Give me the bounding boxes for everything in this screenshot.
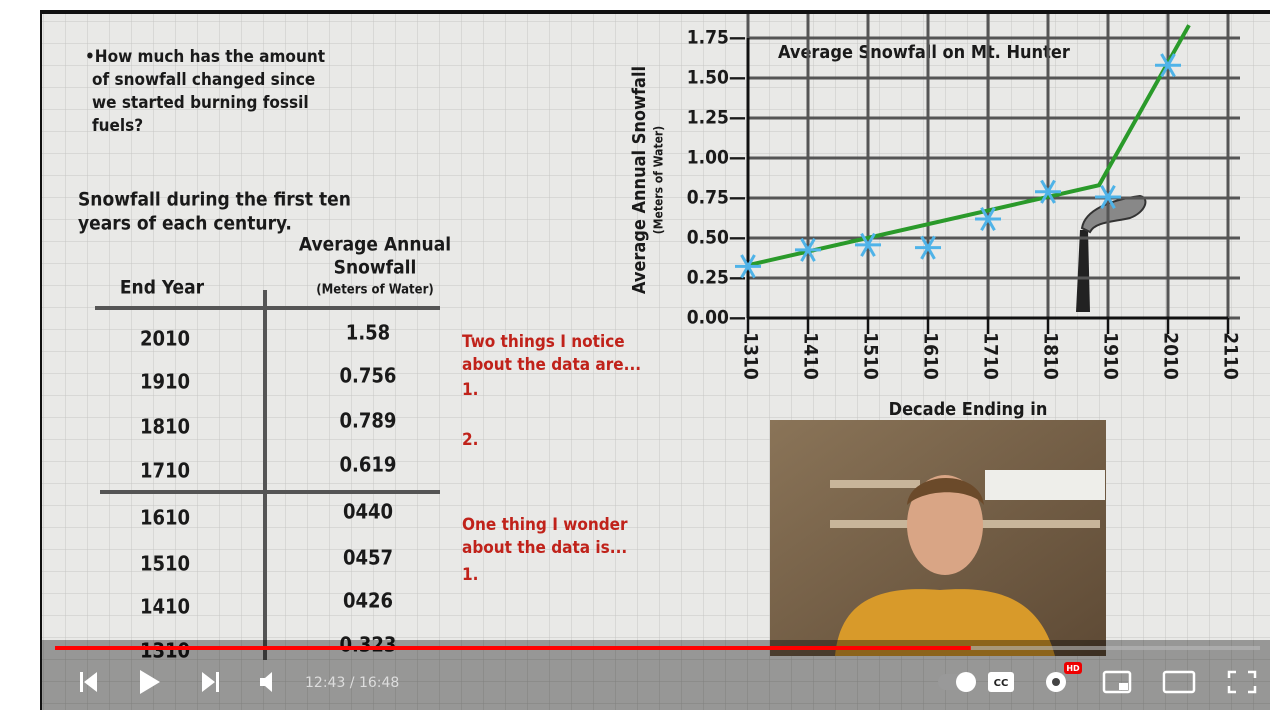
note-line: •How much has the amount [85,47,325,67]
table-cell: 1910 [140,370,190,394]
table-cell: 0.756 [340,364,397,388]
x-tick-label: 1410 [800,332,822,380]
y-axis-label: Average Annual Snowfall [629,66,650,294]
y-tick-label: 1.50— [687,67,746,89]
table-cell: 1510 [140,552,190,576]
player-controls: 12:43 / 16:48 CC HD [42,640,1270,710]
y-tick-label: 0.00— [687,307,746,329]
prompt-line: 1. [462,380,478,400]
y-tick-label: 0.75— [687,187,746,209]
shelf [830,480,920,488]
video-player: •How much has the amount of snowfall cha… [0,0,1270,710]
page: •How much has the amount of snowfall cha… [0,0,1270,710]
prompt-line: 1. [462,565,478,585]
x-tick-label: 1310 [740,332,762,380]
x-axis-label: Decade Ending in [889,399,1048,420]
table-cell: 2010 [140,327,190,351]
y-tick-label: 0.25— [687,267,746,289]
table-cell: 0457 [343,546,393,570]
y-tick-label: 1.75— [687,27,746,49]
table-cell: 1.58 [346,321,390,345]
window-light [985,470,1105,500]
progress-bar[interactable] [55,646,971,650]
table-cell: 1610 [140,506,190,530]
autoplay-knob [956,672,976,692]
caption-line: Snowfall during the first ten [78,189,351,211]
x-tick-label: 2110 [1220,332,1242,380]
table-cell: 0426 [343,589,393,613]
controls-shade [42,640,1270,710]
prompt-line: about the data is... [462,538,627,558]
y-tick-label: 0.50— [687,227,746,249]
x-tick-label: 1710 [980,332,1002,380]
table-header: Snowfall [334,257,417,279]
table-cell: 1410 [140,595,190,619]
table-cell: 1710 [140,459,190,483]
note-line: we started burning fossil [92,93,309,113]
table-cell: 0440 [343,500,393,524]
table-cell: 0.789 [340,409,397,433]
prompt-line: Two things I notice [462,332,625,352]
y-axis-sublabel: (Meters of Water) [652,126,666,234]
webcam-inset [770,420,1106,656]
x-tick-label: 1610 [920,332,942,380]
table-header: Average Annual [299,234,451,256]
table-cell: 0.619 [340,453,397,477]
hd-label: HD [1066,664,1080,673]
x-tick-label: 1510 [860,332,882,380]
cc-label: CC [994,678,1009,689]
table-header: End Year [120,277,205,299]
prompt-line: 2. [462,430,478,450]
miniplayer-inner [1119,683,1128,690]
table-cell: 1810 [140,415,190,439]
x-tick-label: 1910 [1100,332,1122,380]
y-tick-label: 1.00— [687,147,746,169]
prompt-line: One thing I wonder [462,515,628,535]
time-display: 12:43 / 16:48 [305,675,399,691]
caption-line: years of each century. [78,213,292,235]
note-line: of snowfall changed since [92,70,315,90]
settings-hole [1052,678,1060,686]
prompt-line: about the data are... [462,355,641,375]
shelf [830,520,920,528]
y-tick-label: 1.25— [687,107,746,129]
note-line: fuels? [92,116,143,136]
chart-title: Average Snowfall on Mt. Hunter [778,42,1070,63]
x-tick-label: 2010 [1160,332,1182,380]
x-tick-label: 1810 [1040,332,1062,380]
shelf [980,520,1100,528]
table-header: (Meters of Water) [316,283,433,298]
